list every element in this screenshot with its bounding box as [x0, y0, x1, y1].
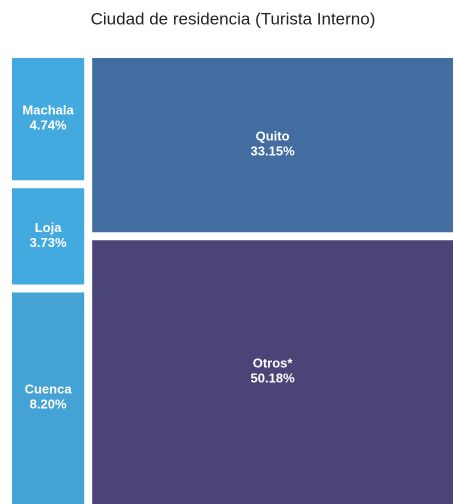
- chart-title: Ciudad de residencia (Turista Interno): [91, 9, 376, 28]
- cell-name: Machala: [22, 103, 74, 118]
- cell-value: 8.20%: [30, 397, 67, 412]
- treemap-cell: [12, 292, 85, 504]
- treemap-cell: [12, 188, 85, 285]
- cell-value: 3.73%: [30, 235, 67, 250]
- cell-value: 4.74%: [30, 118, 67, 133]
- cell-name: Cuenca: [25, 382, 73, 397]
- treemap-cell: [92, 240, 454, 504]
- cell-name: Quito: [256, 129, 290, 144]
- cell-value: 50.18%: [251, 371, 296, 386]
- cell-value: 33.15%: [251, 144, 296, 159]
- treemap-cell: [92, 58, 454, 233]
- treemap-cell: [12, 58, 85, 181]
- cell-name: Loja: [35, 220, 62, 235]
- cell-name: Otros*: [253, 356, 294, 371]
